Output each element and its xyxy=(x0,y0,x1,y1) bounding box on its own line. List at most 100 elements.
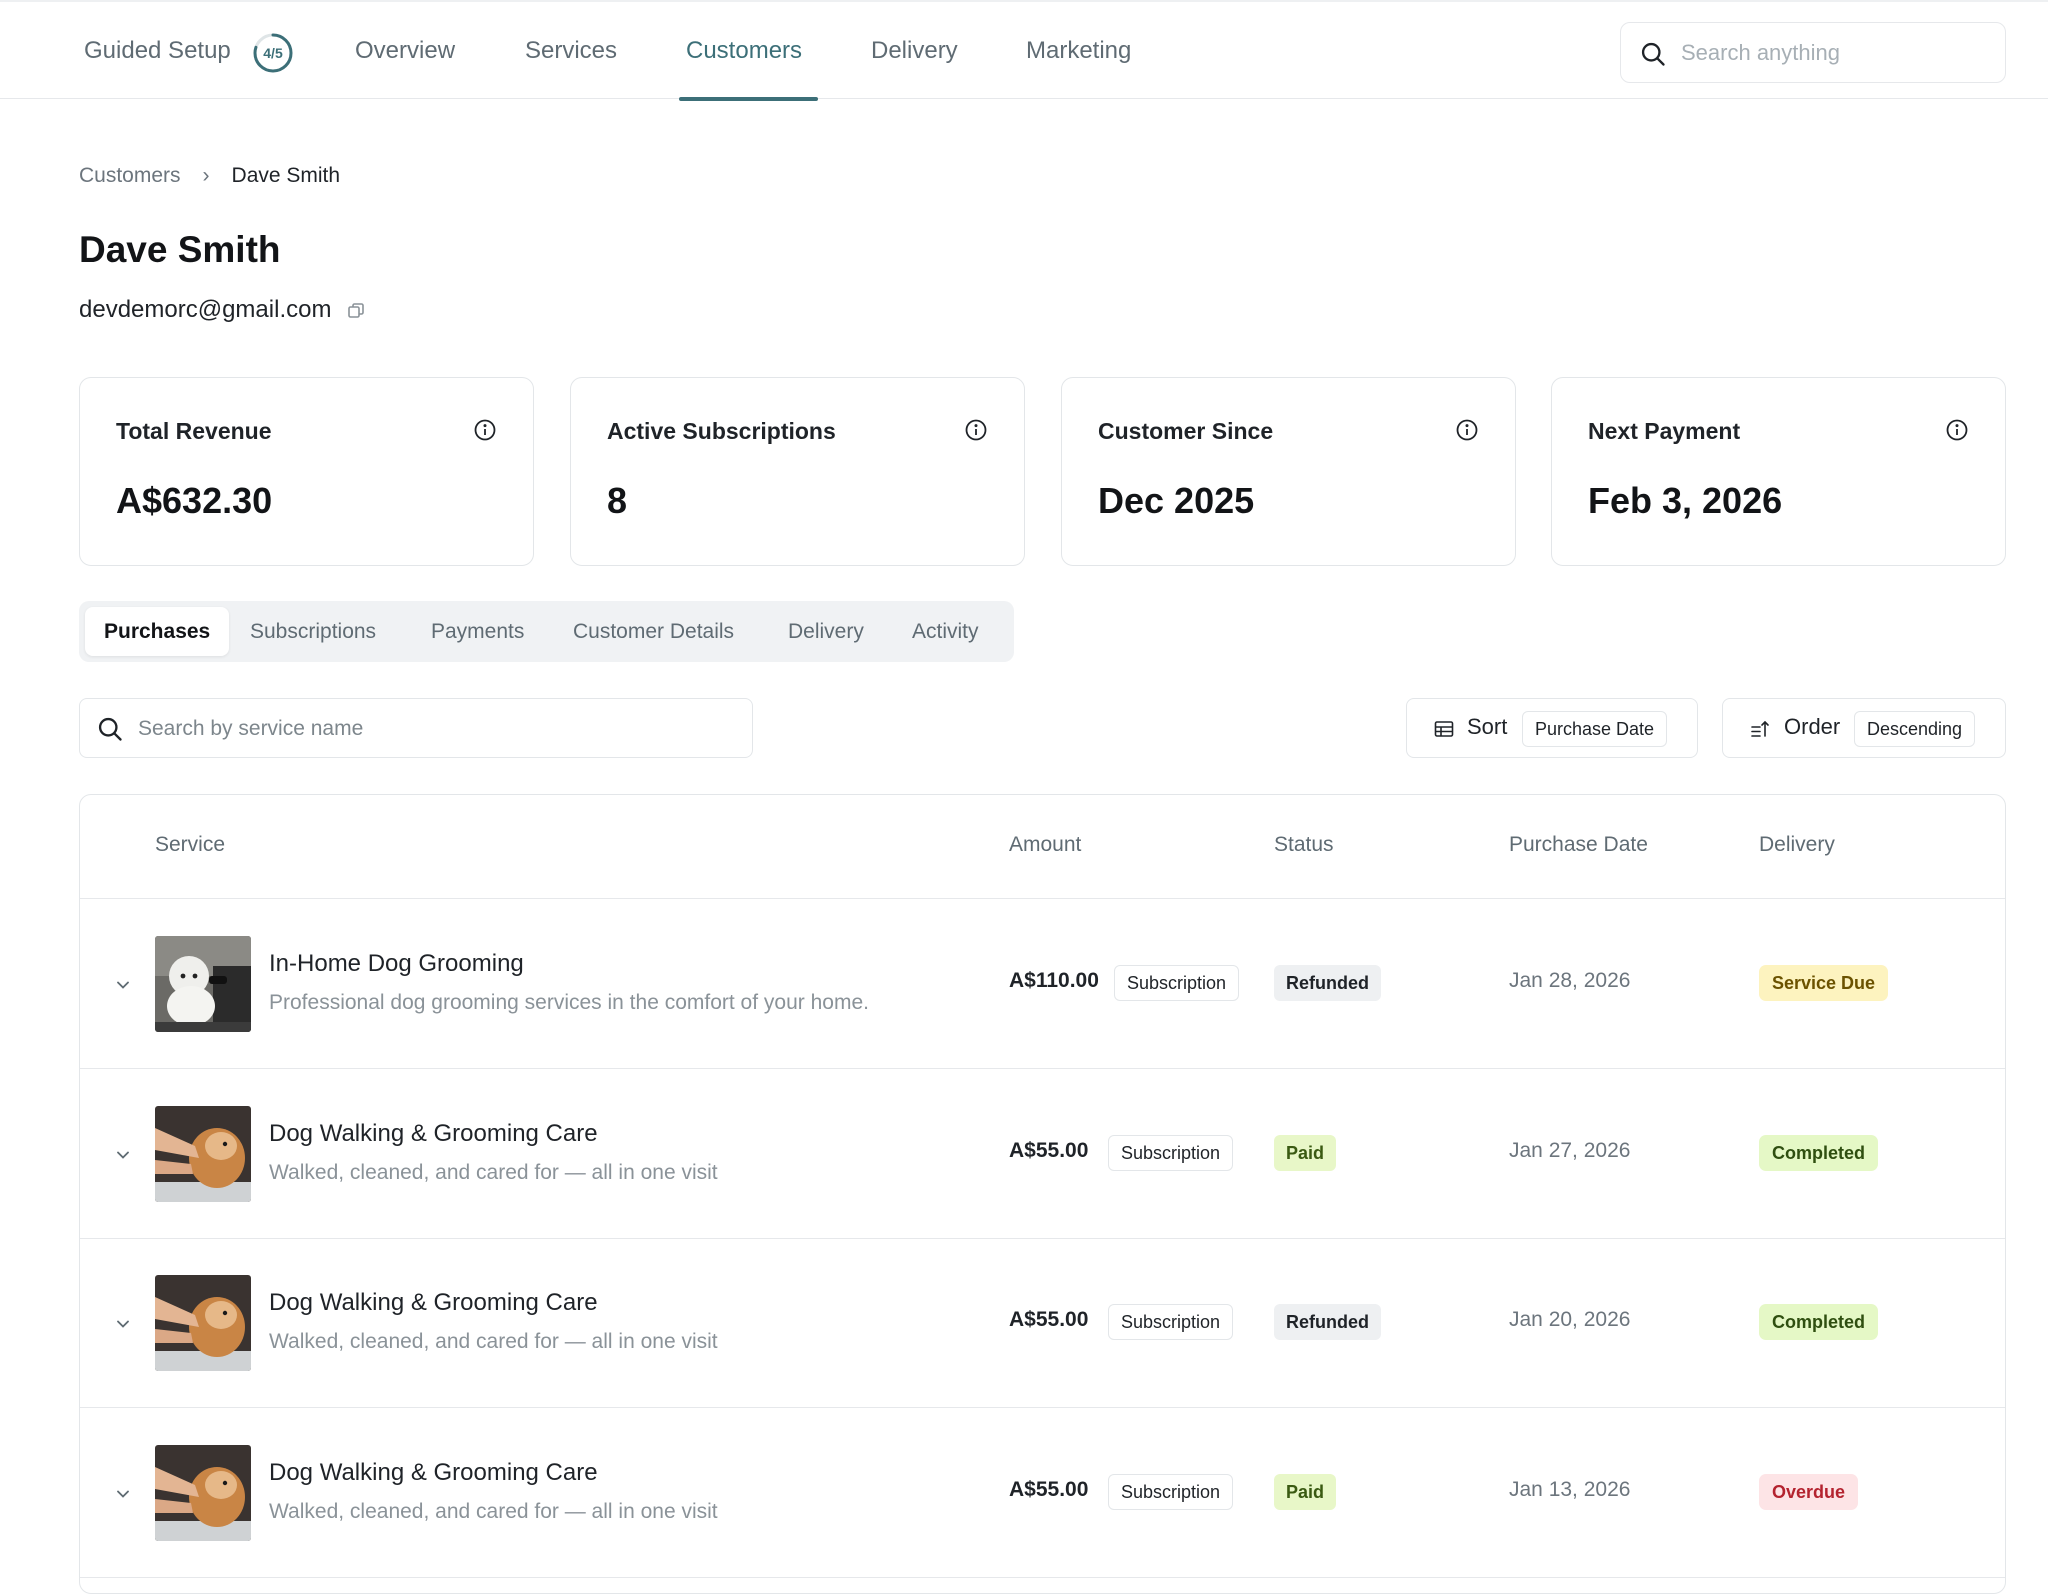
service-description: Walked, cleaned, and cared for — all in … xyxy=(269,1500,718,1523)
service-description: Professional dog grooming services in th… xyxy=(269,991,869,1014)
copy-icon[interactable] xyxy=(346,301,366,321)
breadcrumb: Customers › Dave Smith xyxy=(79,161,340,191)
delivery-badge: Overdue xyxy=(1759,1474,1859,1510)
tab-purchases[interactable]: Purchases xyxy=(85,607,230,656)
order-value-chip[interactable]: Descending xyxy=(1854,711,1976,747)
purchase-type-badge: Subscription xyxy=(1108,1135,1234,1171)
service-search[interactable] xyxy=(79,698,753,758)
tab-customer-details[interactable]: Customer Details xyxy=(573,620,735,643)
column-header-status: Status xyxy=(1274,833,1334,856)
amount: A$55.00 xyxy=(1009,1139,1089,1162)
stat-card-total-revenue: Total Revenue A$632.30 xyxy=(79,377,534,566)
sort-ascending-icon xyxy=(1751,720,1769,737)
table-icon xyxy=(1434,721,1454,737)
stat-card-value: A$632.30 xyxy=(116,480,273,521)
customer-email: devdemorc@gmail.com xyxy=(79,296,332,323)
chevron-right-icon: › xyxy=(202,164,210,187)
setup-progress-text: 4/5 xyxy=(263,45,283,61)
status-badge: Paid xyxy=(1274,1474,1337,1510)
sort-label: Sort xyxy=(1467,714,1508,739)
stat-card-customer-since: Customer Since Dec 2025 xyxy=(1061,377,1516,566)
purchase-type-badge: Subscription xyxy=(1108,1474,1234,1510)
stat-card-value: 8 xyxy=(607,480,628,521)
table-row[interactable]: Dog Walking & Grooming Care Walked, clea… xyxy=(80,1408,2005,1578)
status-badge: Paid xyxy=(1274,1135,1337,1171)
info-icon[interactable] xyxy=(1945,418,1969,442)
stat-card-title: Customer Since xyxy=(1098,418,1274,444)
delivery-badge: Service Due xyxy=(1759,965,1889,1001)
table-row[interactable]: Dog Walking & Grooming Care Walked, clea… xyxy=(80,1238,2005,1408)
table-header: Service Amount Status Purchase Date Deli… xyxy=(80,795,2005,899)
purchase-date: Jan 20, 2026 xyxy=(1509,1308,1631,1331)
amount: A$110.00 xyxy=(1009,969,1099,992)
customer-email-row: devdemorc@gmail.com xyxy=(79,293,366,327)
amount: A$55.00 xyxy=(1009,1478,1089,1501)
service-name: Dog Walking & Grooming Care xyxy=(269,1289,598,1316)
service-thumbnail xyxy=(155,936,251,1032)
purchase-date: Jan 28, 2026 xyxy=(1509,969,1631,992)
nav-marketing[interactable]: Marketing xyxy=(1026,37,1132,64)
stat-card-value: Dec 2025 xyxy=(1098,480,1255,521)
customer-tabs: Purchases Subscriptions Payments Custome… xyxy=(79,601,1014,662)
chevron-down-icon[interactable] xyxy=(113,1314,133,1334)
service-thumbnail xyxy=(155,1275,251,1371)
chevron-down-icon[interactable] xyxy=(113,1484,133,1504)
breadcrumb-customers-link[interactable]: Customers xyxy=(79,164,181,187)
top-navigation: Guided Setup 4/5 Overview Services Custo… xyxy=(0,0,2048,101)
service-name: Dog Walking & Grooming Care xyxy=(269,1459,598,1486)
service-thumbnail xyxy=(155,1106,251,1202)
global-search-input[interactable] xyxy=(1681,35,1991,71)
global-search[interactable] xyxy=(1620,22,2006,83)
column-header-amount: Amount xyxy=(1009,833,1082,856)
nav-customers[interactable]: Customers xyxy=(686,37,803,64)
service-name: Dog Walking & Grooming Care xyxy=(269,1120,598,1147)
chevron-down-icon[interactable] xyxy=(113,975,133,995)
stat-card-title: Next Payment xyxy=(1588,418,1741,444)
chevron-down-icon[interactable] xyxy=(113,1145,133,1165)
column-header-service: Service xyxy=(155,833,226,856)
service-thumbnail xyxy=(155,1445,251,1541)
column-header-delivery: Delivery xyxy=(1759,833,1835,856)
status-badge: Refunded xyxy=(1274,1304,1381,1340)
tab-subscriptions[interactable]: Subscriptions xyxy=(250,620,377,643)
nav-guided-setup[interactable]: Guided Setup xyxy=(84,37,231,64)
purchase-type-badge: Subscription xyxy=(1114,965,1240,1001)
purchases-table: Service Amount Status Purchase Date Deli… xyxy=(79,794,2006,1594)
amount: A$55.00 xyxy=(1009,1308,1089,1331)
order-control[interactable]: Order Descending xyxy=(1722,698,2006,758)
stat-card-next-payment: Next Payment Feb 3, 2026 xyxy=(1551,377,2006,566)
sort-value-chip[interactable]: Purchase Date xyxy=(1522,711,1668,747)
sort-control[interactable]: Sort Purchase Date xyxy=(1406,698,1698,758)
stat-card-active-subscriptions: Active Subscriptions 8 xyxy=(570,377,1025,566)
info-icon[interactable] xyxy=(473,418,497,442)
search-icon xyxy=(98,717,122,741)
table-row[interactable]: Dog Walking & Grooming Care Walked, clea… xyxy=(80,1069,2005,1239)
delivery-badge: Completed xyxy=(1759,1304,1879,1340)
active-nav-indicator xyxy=(679,97,818,101)
delivery-badge: Completed xyxy=(1759,1135,1879,1171)
info-icon[interactable] xyxy=(1455,418,1479,442)
breadcrumb-current: Dave Smith xyxy=(231,164,341,187)
stat-card-title: Total Revenue xyxy=(116,418,272,444)
tab-delivery[interactable]: Delivery xyxy=(788,620,864,643)
service-name: In-Home Dog Grooming xyxy=(269,950,524,977)
setup-progress-ring[interactable]: 4/5 xyxy=(252,32,294,74)
purchase-date: Jan 27, 2026 xyxy=(1509,1139,1631,1162)
table-row[interactable]: In-Home Dog Grooming Professional dog gr… xyxy=(80,899,2005,1069)
service-search-input[interactable] xyxy=(138,711,728,747)
nav-overview[interactable]: Overview xyxy=(355,37,456,64)
service-description: Walked, cleaned, and cared for — all in … xyxy=(269,1161,718,1184)
nav-delivery[interactable]: Delivery xyxy=(871,37,958,64)
info-icon[interactable] xyxy=(964,418,988,442)
column-header-purchase-date: Purchase Date xyxy=(1509,833,1648,856)
stat-card-title: Active Subscriptions xyxy=(607,418,836,444)
status-badge: Refunded xyxy=(1274,965,1381,1001)
purchase-type-badge: Subscription xyxy=(1108,1304,1234,1340)
nav-services[interactable]: Services xyxy=(525,37,618,64)
search-icon xyxy=(1641,42,1665,66)
tab-payments[interactable]: Payments xyxy=(431,620,525,643)
page-title: Dave Smith xyxy=(79,229,281,270)
purchase-date: Jan 13, 2026 xyxy=(1509,1478,1631,1501)
order-label: Order xyxy=(1784,714,1841,739)
tab-activity[interactable]: Activity xyxy=(912,620,979,643)
